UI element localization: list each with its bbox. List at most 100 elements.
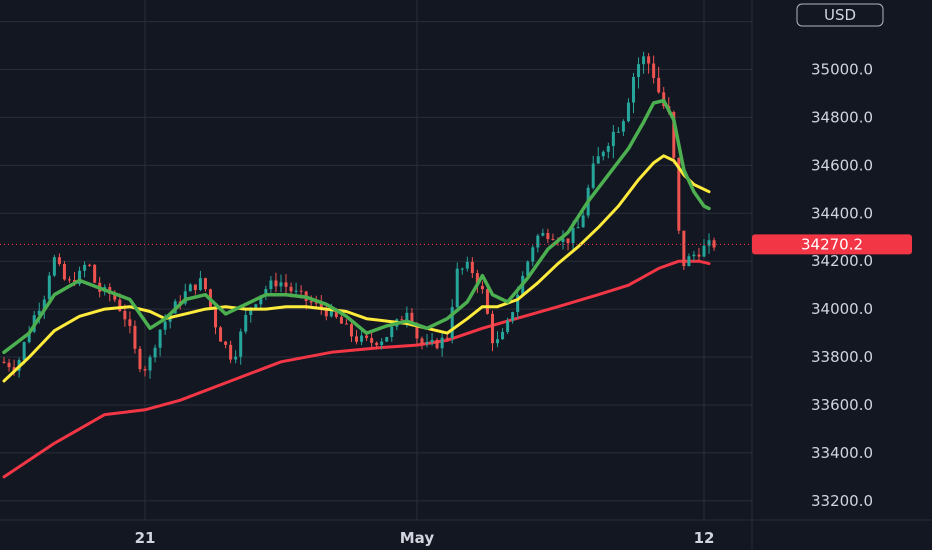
candle-38 [193,284,197,295]
candle-140 [707,233,711,254]
candle-124 [626,98,630,123]
y-tick-label: 35000.0 [811,60,873,78]
candle-83 [420,336,424,350]
candle-69 [349,322,353,343]
x-tick-label: 21 [135,529,156,547]
candle-31 [158,328,162,357]
candle-93 [470,257,474,278]
ma-fast-line [2,98,711,355]
candle-136 [687,253,691,267]
candle-28 [143,365,147,377]
candle-11 [57,253,61,267]
candle-108 [546,228,550,243]
candle-75 [380,338,384,350]
candle-73 [370,330,374,348]
candle-30 [153,344,157,363]
candle-53 [269,275,273,293]
candle-139 [702,239,706,258]
last-price-badge: 34270.2 [752,234,912,255]
candle-117 [591,155,595,190]
candle-18 [93,264,97,284]
ma-mid-line [2,154,711,383]
candle-99 [501,328,505,340]
last-price-value: 34270.2 [801,235,863,253]
candle-39 [198,270,202,292]
candle-71 [360,330,364,346]
candle-55 [279,274,283,293]
candle-120 [606,142,610,159]
x-tick-label: 12 [694,529,715,547]
candle-105 [531,245,535,267]
candle-127 [642,51,646,74]
candle-87 [440,332,444,357]
candle-123 [621,119,625,136]
candle-118 [596,147,600,164]
candle-37 [188,283,192,292]
candle-121 [611,125,615,159]
candle-130 [657,66,661,94]
candle-114 [576,219,580,229]
time-axis[interactable]: 21 May 12 [135,529,715,547]
candle-88 [445,334,449,341]
currency-badge[interactable]: USD [796,3,884,27]
candle-9 [47,271,51,305]
candle-101 [511,311,515,324]
candle-89 [450,299,454,344]
candle-95 [480,281,484,294]
candle-111 [561,230,565,250]
x-tick-label: May [400,529,435,547]
candle-16 [83,261,87,278]
candle-107 [541,228,545,237]
candle-46 [234,350,238,364]
candle-129 [652,55,656,84]
candle-92 [465,256,469,272]
candle-74 [375,341,379,350]
candle-29 [148,355,152,379]
candle-126 [637,57,641,89]
candle-137 [692,250,696,261]
ma-mid-series [2,154,711,383]
candle-47 [239,328,243,365]
candle-70 [355,329,359,345]
candle-128 [647,53,651,74]
candle-109 [551,233,555,241]
candle-26 [133,320,137,354]
candle-119 [601,150,605,161]
candle-86 [435,338,439,350]
y-tick-label: 33600.0 [811,396,873,414]
y-tick-label: 34200.0 [811,252,873,270]
candle-52 [264,285,268,301]
candle-67 [339,314,343,324]
candle-97 [490,310,494,352]
candle-58 [294,282,298,297]
candle-15 [78,266,82,287]
candle-125 [631,72,635,114]
candle-40 [203,277,207,292]
candle-44 [224,340,228,349]
candle-48 [244,309,248,334]
candle-56 [284,274,288,295]
candle-13 [67,276,71,284]
candle-138 [697,247,701,261]
y-tick-label: 33800.0 [811,348,873,366]
candle-76 [385,336,389,343]
y-tick-label: 34400.0 [811,204,873,222]
candle-43 [219,325,223,342]
price-axis[interactable]: 33200.0 33400.0 33600.0 33800.0 34000.0 34200… [811,13,873,510]
candle-79 [400,315,404,321]
y-tick-label: 34800.0 [811,108,873,126]
y-tick-label: 33400.0 [811,444,873,462]
candle-10 [52,254,56,278]
candle-25 [128,311,132,334]
candlestick-series [2,51,716,379]
candle-115 [581,210,585,228]
candle-27 [138,346,142,373]
candle-96 [485,285,489,315]
candle-1 [7,358,11,372]
candle-85 [430,333,434,346]
candle-91 [460,267,464,275]
candle-0 [2,357,6,364]
y-tick-label: 34000.0 [811,300,873,318]
